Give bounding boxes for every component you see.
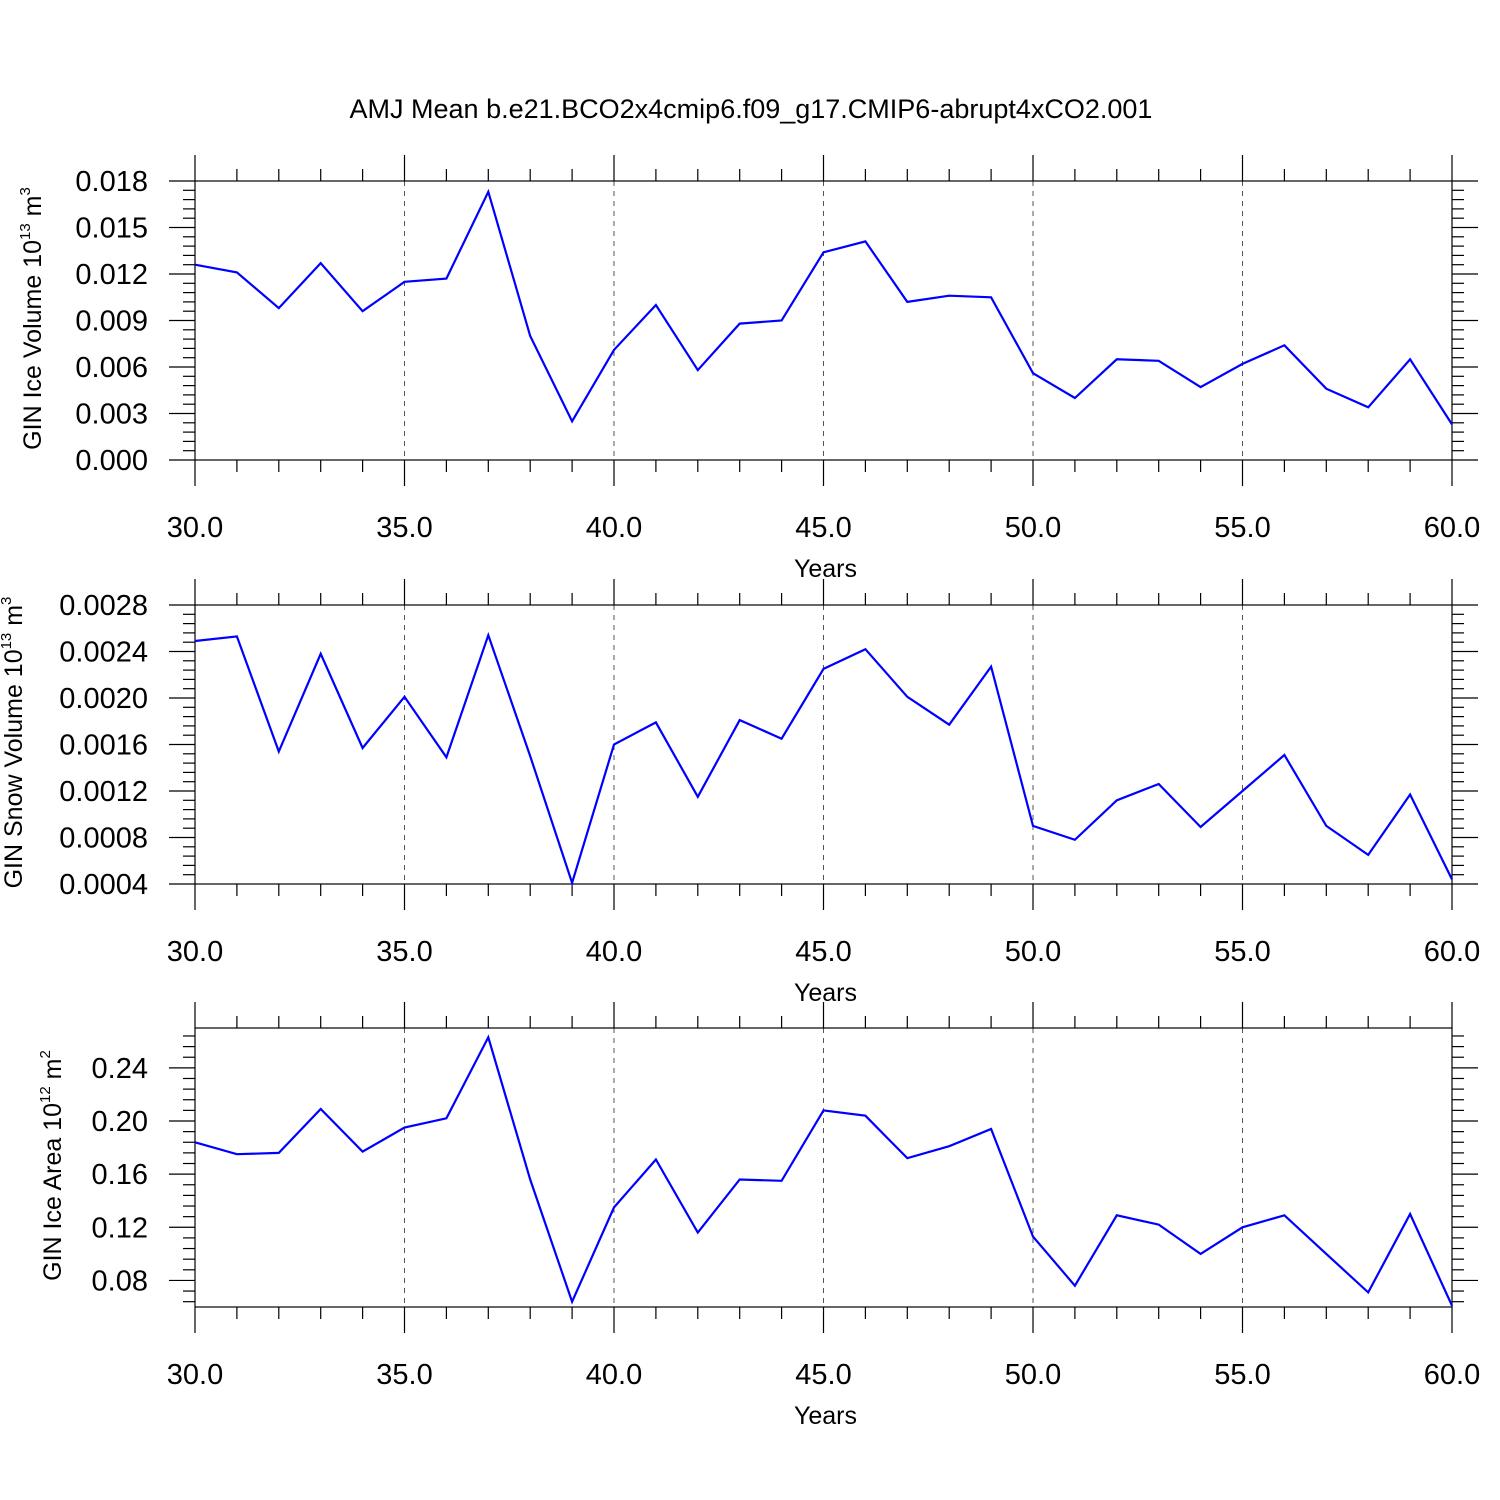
x-tick-label: 40.0	[586, 936, 642, 968]
x-tick-label: 55.0	[1214, 936, 1270, 968]
y-axis-label-unit-exponent: 3	[17, 187, 34, 195]
y-axis-label-unit: m	[0, 605, 28, 633]
x-tick-label: 35.0	[376, 1359, 432, 1391]
panel-2: 30.0 35.0 40.0 45.0 50.0 55.0 60.0 0.0004 0.0008…	[0, 579, 1480, 1007]
x-tick-label: 50.0	[1005, 1359, 1061, 1391]
y-tick-label: 0.0008	[59, 823, 148, 855]
y-tick-label: 0.0016	[59, 730, 148, 762]
x-tick-label: 60.0	[1424, 936, 1480, 968]
y-tick-label: 0.08	[92, 1265, 148, 1297]
y-tick-label: 0.0020	[59, 683, 148, 715]
x-tick-label: 40.0	[586, 1359, 642, 1391]
y-tick-label: 0.0028	[59, 590, 148, 622]
y-tick-label: 0.015	[75, 213, 148, 245]
y-tick-label: 0.009	[75, 306, 148, 338]
y-tick-label: 0.000	[75, 445, 148, 477]
x-tick-label: 55.0	[1214, 1359, 1270, 1391]
x-tick-label: 55.0	[1214, 512, 1270, 544]
y-axis-label-exponent: 13	[0, 633, 15, 650]
y-axis-label: GIN Ice Volume 1013 m3	[17, 187, 47, 450]
x-tick-label: 45.0	[795, 936, 851, 968]
x-tick-label: 45.0	[795, 512, 851, 544]
y-axis-label-exponent: 13	[17, 223, 34, 240]
y-axis-label-prefix: GIN Ice Area 10	[39, 1103, 67, 1281]
y-tick-label: 0.24	[92, 1053, 148, 1085]
y-axis-label-exponent: 12	[37, 1086, 54, 1103]
x-axis-label: Years	[794, 1402, 857, 1430]
x-tick-label: 30.0	[167, 1359, 223, 1391]
y-tick-label: 0.16	[92, 1159, 148, 1191]
y-axis-label-unit: m	[19, 196, 47, 224]
y-tick-label: 0.012	[75, 259, 148, 291]
x-tick-label: 45.0	[795, 1359, 851, 1391]
y-axis-label-unit-exponent: 2	[37, 1050, 54, 1058]
series-line	[194, 1034, 1454, 1307]
panel-3: 30.0 35.0 40.0 45.0 50.0 55.0 60.0 0.08 0.12 0.16…	[37, 1002, 1480, 1430]
panel-1: 30.0 35.0 40.0 45.0 50.0 55.0 60.0 0.000 0.003 0.…	[17, 155, 1480, 583]
y-axis-label-prefix: GIN Ice Volume 10	[19, 240, 47, 450]
x-axis-label: Years	[794, 979, 857, 1007]
y-tick-label: 0.018	[75, 166, 148, 198]
y-tick-label: 0.003	[75, 399, 148, 431]
y-tick-label: 0.20	[92, 1106, 148, 1138]
x-tick-label: 40.0	[586, 512, 642, 544]
x-tick-label: 35.0	[376, 936, 432, 968]
x-tick-label: 50.0	[1005, 512, 1061, 544]
y-tick-label: 0.006	[75, 352, 148, 384]
figure-title: AMJ Mean b.e21.BCO2x4cmip6.f09_g17.CMIP6…	[350, 94, 1153, 124]
x-tick-label: 50.0	[1005, 936, 1061, 968]
y-tick-label: 0.0024	[59, 637, 148, 669]
x-tick-label: 30.0	[167, 512, 223, 544]
y-tick-label: 0.0012	[59, 776, 148, 808]
x-tick-label: 30.0	[167, 936, 223, 968]
y-axis-label: GIN Snow Volume 1013 m3	[0, 597, 28, 889]
x-axis-label: Years	[794, 555, 857, 583]
y-axis-label-unit-exponent: 3	[0, 597, 15, 605]
x-tick-label: 35.0	[376, 512, 432, 544]
y-axis-label-unit: m	[39, 1059, 67, 1087]
x-tick-label: 60.0	[1424, 1359, 1480, 1391]
series-line	[194, 188, 1453, 425]
y-axis-label: GIN Ice Area 1012 m2	[37, 1050, 67, 1281]
y-axis-label-prefix: GIN Snow Volume 10	[0, 649, 28, 888]
series-line	[194, 631, 1453, 887]
panels: 30.0 35.0 40.0 45.0 50.0 55.0 60.0 0.000 0.003 0.…	[0, 155, 1480, 1430]
y-tick-label: 0.12	[92, 1212, 148, 1244]
x-tick-label: 60.0	[1424, 512, 1480, 544]
y-tick-label: 0.0004	[59, 869, 148, 901]
